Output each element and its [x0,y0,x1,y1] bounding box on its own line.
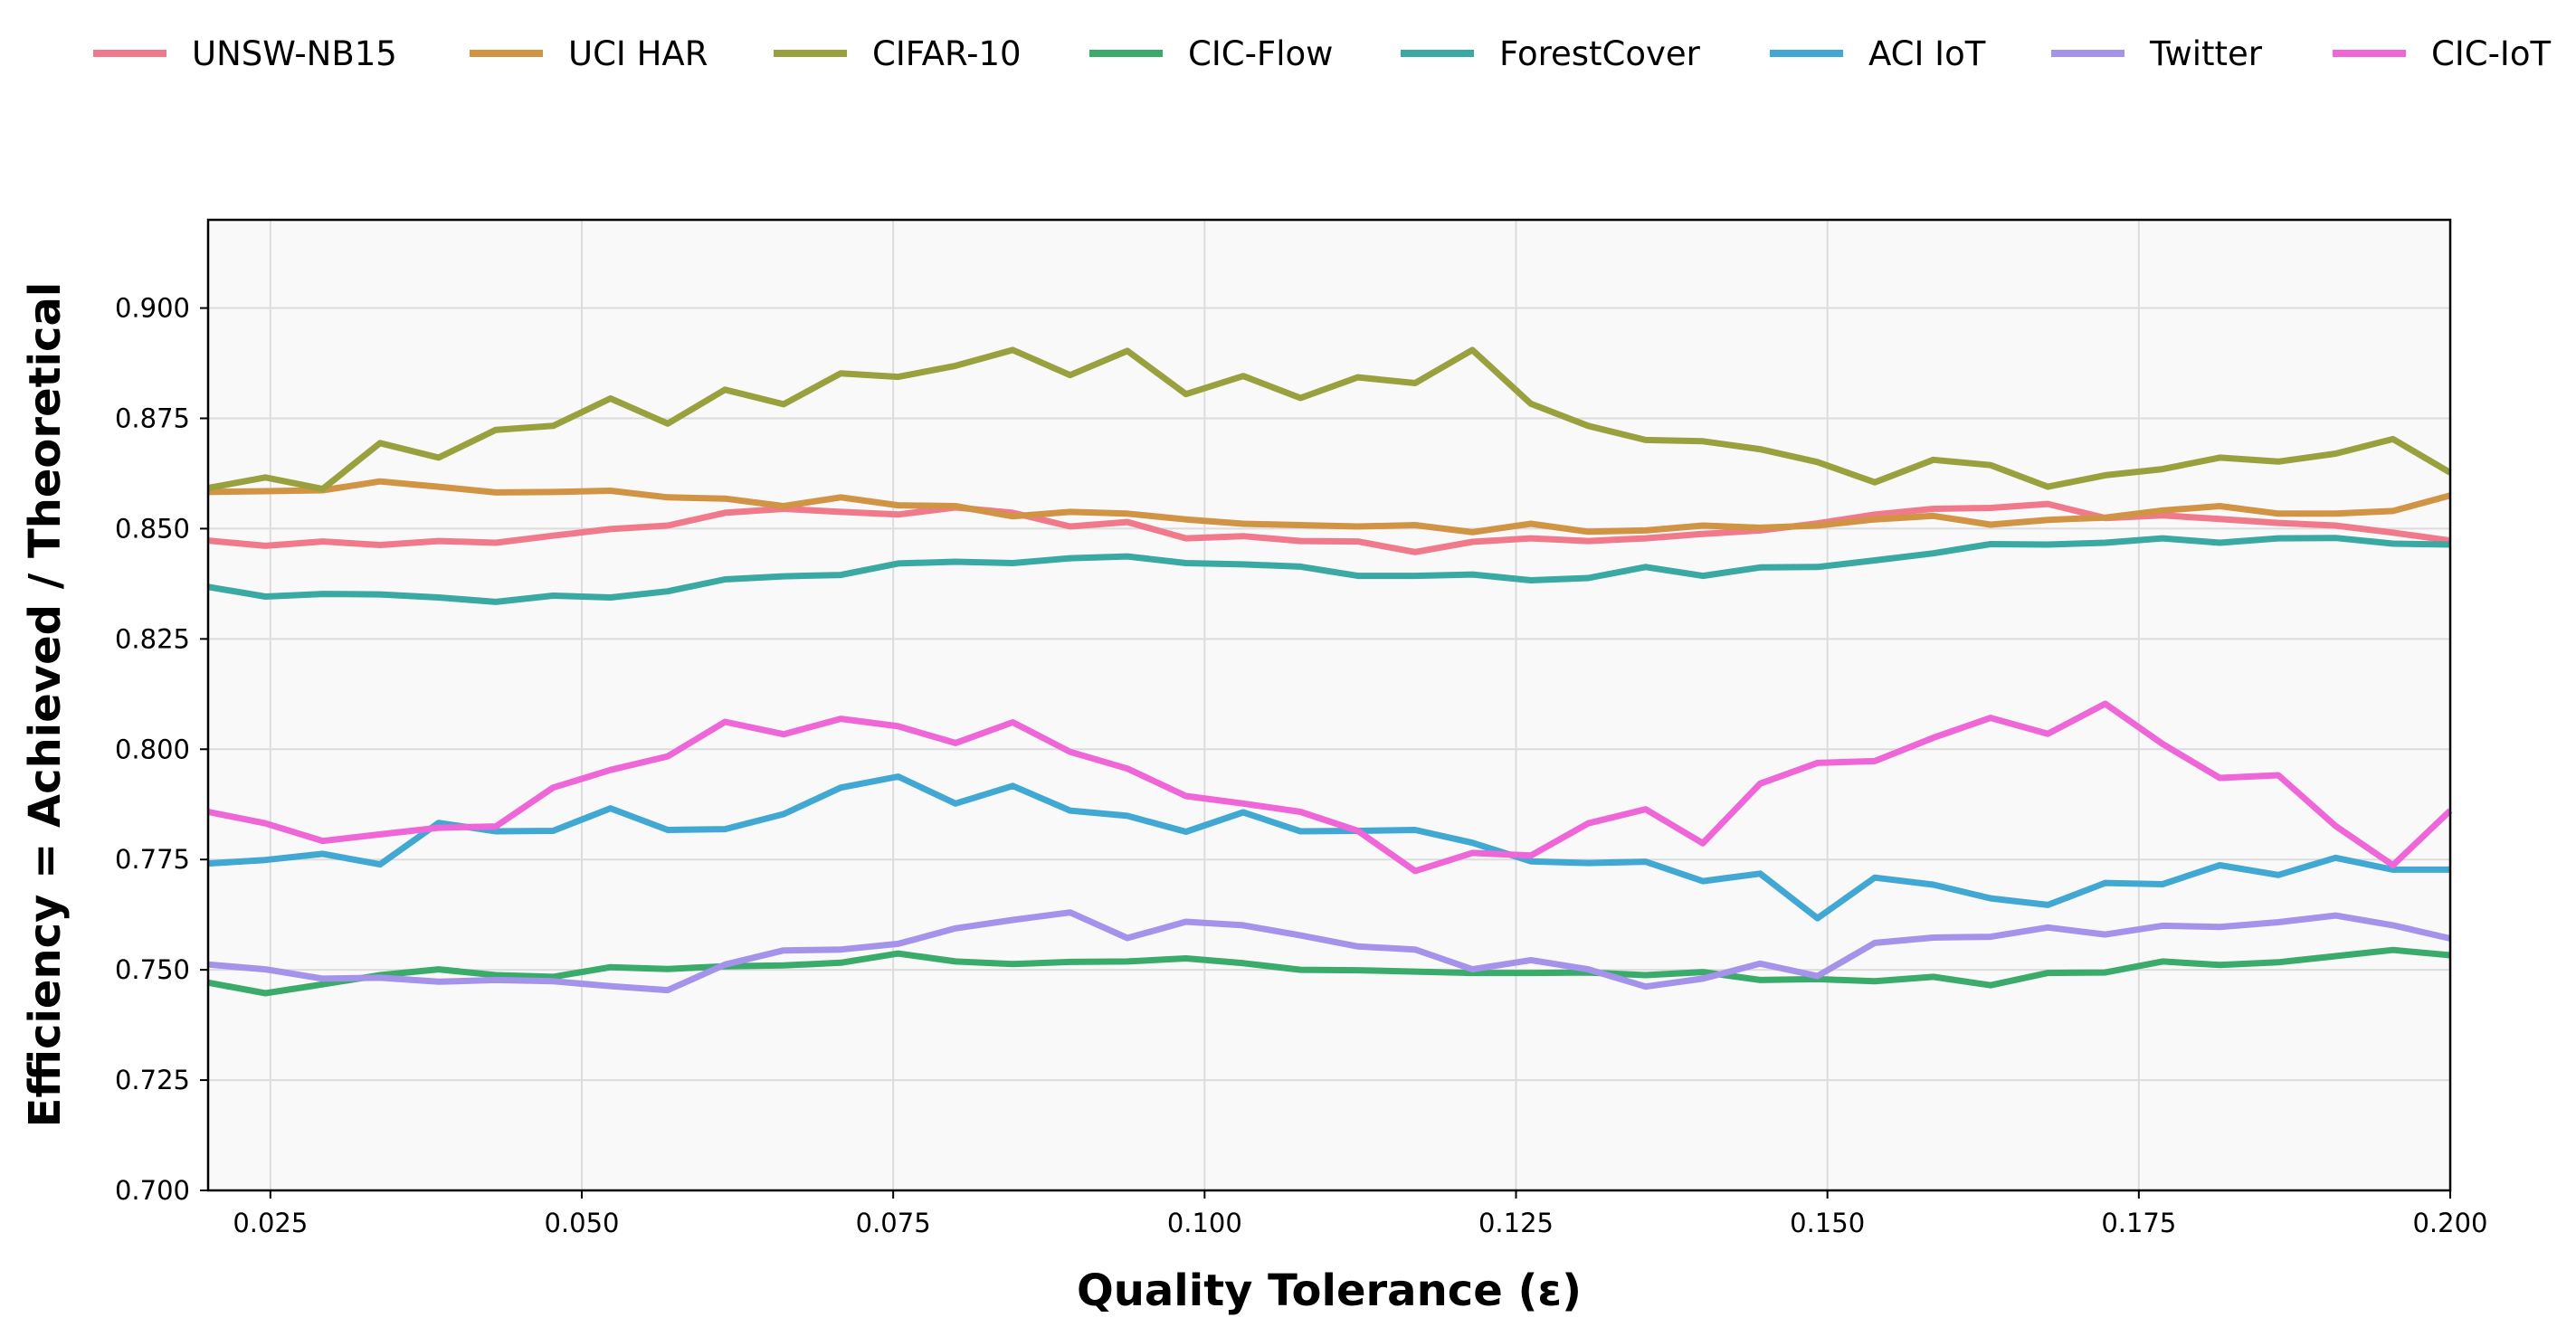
legend-label: CIC-IoT [2431,34,2551,73]
series-line-uci-har [207,478,2451,536]
x-tick-label: 0.075 [856,1208,931,1238]
x-tick-label: 0.100 [1167,1208,1242,1238]
plot-area [208,220,2450,1190]
x-tick-label: 0.025 [233,1208,308,1238]
series-line-twitter [207,909,2451,994]
legend-item-unsw-nb15: UNSW-NB15 [93,34,397,73]
legend-label: UNSW-NB15 [192,34,397,73]
series-layer [207,346,2453,997]
legend-item-twitter: Twitter [2051,34,2263,73]
legend-label: CIC-Flow [1188,34,1333,73]
x-tick-label: 0.050 [544,1208,619,1238]
legend-item-cifar-10: CIFAR-10 [774,34,1022,73]
legend-label: ACI IoT [1868,34,1986,73]
x-tick-label: 0.200 [2412,1208,2487,1238]
legend-label: Twitter [2149,34,2263,73]
y-tick-label: 0.900 [115,293,190,324]
x-tick-label: 0.175 [2101,1208,2176,1238]
y-tick-label: 0.825 [115,623,190,654]
legend-item-aci-iot: ACI IoT [1770,34,1986,73]
y-tick-label: 0.775 [115,844,190,875]
series-line-cic-iot [207,700,2453,875]
x-axis: 0.025 0.050 0.075 0.100 0.125 0.150 0.175 0.200 [233,1190,2488,1238]
series-line-cic-flow [207,946,2451,997]
plot-frame [206,218,2452,1192]
legend-item-forestcover: ForestCover [1401,34,1701,73]
legend-item-cic-flow: CIC-Flow [1089,34,1333,73]
y-tick-label: 0.800 [115,734,190,764]
x-tick-label: 0.125 [1478,1208,1554,1238]
series-line-forestcover [207,535,2451,605]
series-line-unsw-nb15 [207,500,2451,555]
legend-label: CIFAR-10 [872,34,1022,73]
legend-label: UCI HAR [568,34,708,73]
y-tick-label: 0.750 [115,954,190,985]
y-tick-label: 0.700 [115,1175,190,1206]
legend: UNSW-NB15 UCI HAR CIFAR-10 CIC-Flow ForestCo… [93,34,2551,73]
y-axis-title: Efficiency = Achieved / Theoretical [20,282,71,1128]
legend-item-uci-har: UCI HAR [470,34,708,73]
y-axis: 0.700 0.725 0.750 0.775 0.800 0.825 0.850 0.875… [115,293,208,1206]
y-tick-label: 0.850 [115,513,190,544]
series-line-aci-iot [207,773,2450,922]
y-tick-label: 0.725 [115,1065,190,1095]
y-tick-label: 0.875 [115,403,190,433]
legend-label: ForestCover [1499,34,1701,73]
x-axis-title: Quality Tolerance (ε) [1077,1265,1582,1316]
legend-item-cic-iot: CIC-IoT [2333,34,2551,73]
x-tick-label: 0.150 [1790,1208,1865,1238]
series-line-cifar-10 [207,346,2452,492]
